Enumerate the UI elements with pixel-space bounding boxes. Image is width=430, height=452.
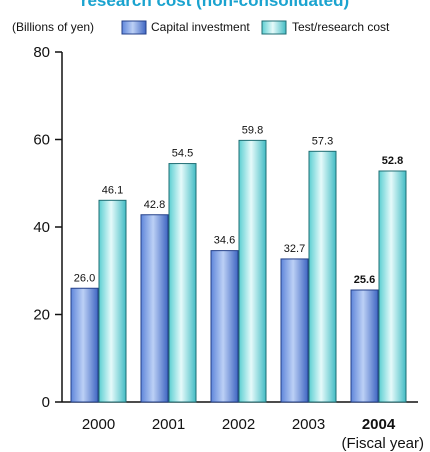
data-label: 32.7 [284, 243, 305, 255]
unit-label: (Billions of yen) [12, 20, 94, 34]
bar-test-research-cost-2001 [168, 163, 197, 403]
y-tick-label: 20 [33, 307, 50, 324]
data-label: 59.8 [242, 124, 263, 136]
legend-label: Capital investment [151, 20, 250, 34]
x-tick-label: 2000 [82, 416, 115, 433]
x-tick-label: 2004 [362, 416, 396, 433]
data-label: 54.5 [172, 148, 193, 160]
y-tick-label: 0 [42, 394, 50, 411]
data-label: 26.0 [74, 272, 95, 284]
x-tick-label: 2002 [222, 416, 255, 433]
bar-test-research-cost-2002 [238, 139, 267, 403]
bar-test-research-cost-2003 [308, 150, 337, 403]
y-tick-label: 60 [33, 132, 50, 149]
value-labels: 26.0 46.1 42.8 54.5 34.6 59.8 32.7 57.3 25.6 52.8 [74, 124, 403, 286]
legend-label: Test/research cost [292, 20, 390, 34]
data-label: 42.8 [144, 199, 165, 211]
y-tick-label: 80 [33, 44, 50, 61]
x-axis-label: (Fiscal year) [341, 435, 424, 452]
bar-test-research-cost-2000 [98, 199, 127, 403]
legend-swatch-capital-investment [121, 20, 147, 35]
data-label: 57.3 [312, 135, 333, 147]
bar-capital-investment-2004 [350, 289, 379, 403]
x-tick-label: 2001 [152, 416, 185, 433]
chart-title: research cost (non-consolidated) [81, 0, 349, 10]
bar-capital-investment-2001 [140, 214, 169, 403]
bar-capital-investment-2003 [280, 258, 309, 403]
bar-test-research-cost-2004 [378, 170, 407, 403]
x-ticks: 2000 2001 2002 2003 2004 [82, 416, 396, 433]
y-tick-label: 40 [33, 219, 50, 236]
bar-capital-investment-2000 [70, 287, 99, 403]
legend: Capital investment Test/research cost [121, 20, 390, 35]
y-ticks: 0 20 40 60 80 [33, 44, 62, 411]
legend-swatch-test-research-cost [261, 20, 287, 35]
data-label: 46.1 [102, 184, 123, 196]
bars [70, 139, 407, 403]
x-tick-label: 2003 [292, 416, 325, 433]
bar-capital-investment-2002 [210, 250, 239, 403]
data-label: 34.6 [214, 235, 235, 247]
data-label: 25.6 [354, 274, 375, 286]
data-label: 52.8 [382, 155, 403, 167]
